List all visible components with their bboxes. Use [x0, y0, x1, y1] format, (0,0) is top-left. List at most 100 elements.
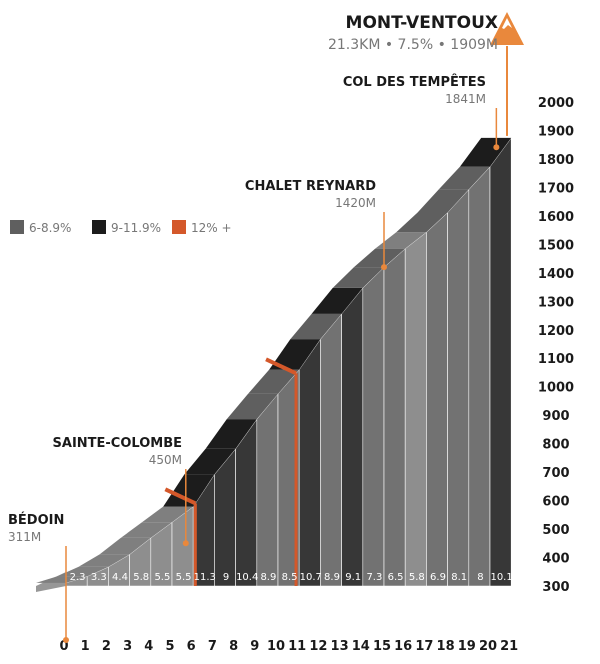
x-tick-label: 11 [288, 639, 306, 654]
profile-top-band [163, 474, 215, 507]
x-tick-label: 15 [373, 639, 391, 654]
waypoint-elevation: 1841M [445, 92, 486, 106]
waypoint-name: SAINTE-COLOMBE [53, 436, 182, 451]
x-tick-label: 1 [81, 639, 90, 654]
gradient-label: 9 [223, 572, 229, 583]
profile-side-band [298, 338, 321, 587]
profile-top-bands [36, 137, 512, 583]
gradient-label: 8 [477, 572, 483, 583]
waypoint-name: COL DES TEMPÊTES [343, 74, 486, 90]
waypoint-elevation: 311M [8, 530, 41, 544]
y-tick-label: 600 [542, 495, 569, 510]
waypoint-elevation: 450M [149, 453, 182, 467]
y-tick-label: 1500 [538, 238, 574, 253]
gradient-label: 7.3 [366, 572, 382, 583]
profile-side-bands [36, 136, 512, 592]
profile-top-band [120, 522, 172, 538]
profile-side-band [383, 247, 406, 587]
profile-side-band [256, 393, 279, 587]
y-tick-label: 700 [542, 466, 569, 481]
waypoint-name: CHALET REYNARD [245, 179, 376, 194]
gradient-label: 6.9 [430, 572, 446, 583]
profile-side-band [362, 266, 385, 587]
gradient-label: 4.4 [112, 572, 128, 583]
profile-side-band [320, 313, 342, 587]
y-tick-label: 1000 [538, 381, 574, 396]
x-tick-label: 10 [267, 639, 285, 654]
profile-top-band [375, 232, 427, 249]
x-axis-ticks: 0 1 2 3 4 5 6 7 8 9 10 11 12 13 14 15 16 17 18 19 20 21 [59, 639, 518, 654]
legend-label: 9-11.9% [111, 221, 161, 235]
x-tick-label: 21 [500, 639, 518, 654]
legend-label: 6-8.9% [29, 221, 71, 235]
y-tick-label: 1400 [538, 267, 574, 282]
steep-top-marker [164, 487, 197, 506]
x-tick-label: 8 [229, 639, 238, 654]
profile-top-band [248, 369, 300, 394]
gradient-label: 5.8 [133, 572, 149, 583]
profile-top-band [184, 448, 236, 475]
profile-top-band [99, 537, 151, 555]
x-tick-label: 16 [394, 639, 412, 654]
profile-top-band [290, 313, 342, 340]
x-tick-label: 4 [144, 639, 153, 654]
steep-top-marker [265, 357, 297, 376]
profile-top-band [205, 419, 257, 449]
chart-title: MONT-VENTOUX [346, 13, 498, 33]
summit-mountain-icon [490, 12, 524, 45]
chart-subtitle: 21.3KM • 7.5% • 1909M [328, 37, 498, 53]
gradient-label: 9.1 [345, 572, 361, 583]
gradient-label: 8.1 [451, 572, 467, 583]
x-tick-label: 7 [208, 639, 217, 654]
x-tick-label: 5 [165, 639, 174, 654]
summit-snow-cap [502, 18, 512, 29]
y-tick-label: 1100 [538, 352, 574, 367]
x-tick-label: 17 [415, 639, 433, 654]
gradient-label: 10.4 [236, 572, 258, 583]
gradient-label: 3.3 [91, 572, 107, 583]
legend-swatch [172, 220, 186, 234]
profile-top-band [438, 166, 490, 190]
gradient-label: 11.3 [194, 572, 216, 583]
profile-top-band [57, 566, 109, 577]
x-tick-label: 19 [458, 639, 476, 654]
profile-top-band [460, 137, 512, 167]
profile-top-band [311, 287, 363, 314]
profile-side-band [447, 188, 470, 587]
waypoint-markers: BÉDOIN 311M SAINTE-COLOMBE 450M CHALET REYNA… [8, 74, 500, 643]
profile-top-band [36, 576, 88, 583]
gradient-label: 10.1 [490, 572, 512, 583]
profile-top-band [354, 248, 406, 268]
gradient-label: 8.5 [282, 572, 298, 583]
waypoint-name: BÉDOIN [8, 512, 64, 528]
profile-side-band [341, 287, 364, 587]
profile-top-band [78, 554, 130, 567]
y-tick-label: 900 [542, 409, 569, 424]
steep-section-markers [164, 357, 298, 586]
y-tick-label: 300 [542, 580, 569, 595]
x-tick-label: 2 [102, 639, 111, 654]
x-tick-label: 6 [187, 639, 196, 654]
legend: 6-8.9% 9-11.9% 12% + [10, 220, 232, 235]
waypoint-elevation: 1420M [335, 196, 376, 210]
y-tick-label: 2000 [538, 96, 574, 111]
x-tick-label: 9 [250, 639, 259, 654]
gradient-label: 8.9 [324, 572, 340, 583]
gradient-label: 10.7 [300, 572, 322, 583]
gradient-label: 2.3 [70, 572, 86, 583]
x-tick-label: 14 [352, 639, 370, 654]
legend-label: 12% + [191, 221, 232, 235]
profile-side-band [468, 165, 491, 587]
x-tick-label: 0 [59, 639, 68, 654]
profile-top-band [332, 267, 384, 288]
gradient-label: 5.8 [409, 572, 425, 583]
gradient-label: 6.5 [388, 572, 404, 583]
profile-top-band [417, 189, 469, 213]
waypoint-dot [493, 144, 500, 151]
x-tick-label: 20 [479, 639, 497, 654]
waypoint-dot [381, 264, 387, 271]
profile-top-band [396, 212, 448, 233]
x-tick-label: 13 [331, 639, 349, 654]
y-tick-label: 1800 [538, 153, 574, 168]
